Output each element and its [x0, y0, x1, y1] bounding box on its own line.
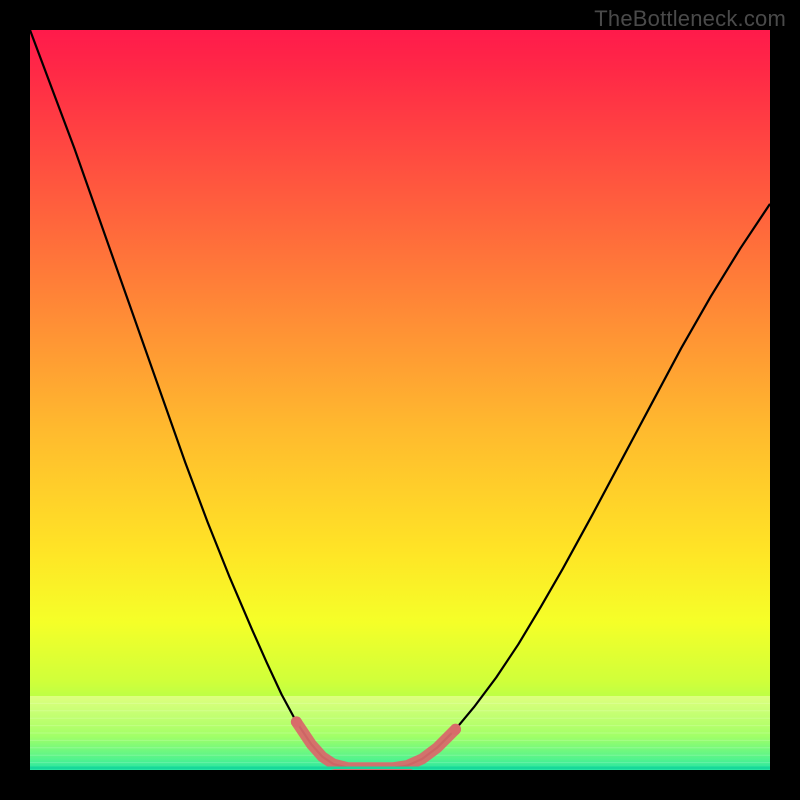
chart-background: [30, 30, 770, 770]
plot-area: [30, 30, 770, 770]
valley-highlight-cap: [450, 724, 461, 735]
chart-svg: [30, 30, 770, 770]
watermark-text: TheBottleneck.com: [594, 6, 786, 32]
valley-highlight-cap: [291, 716, 302, 727]
